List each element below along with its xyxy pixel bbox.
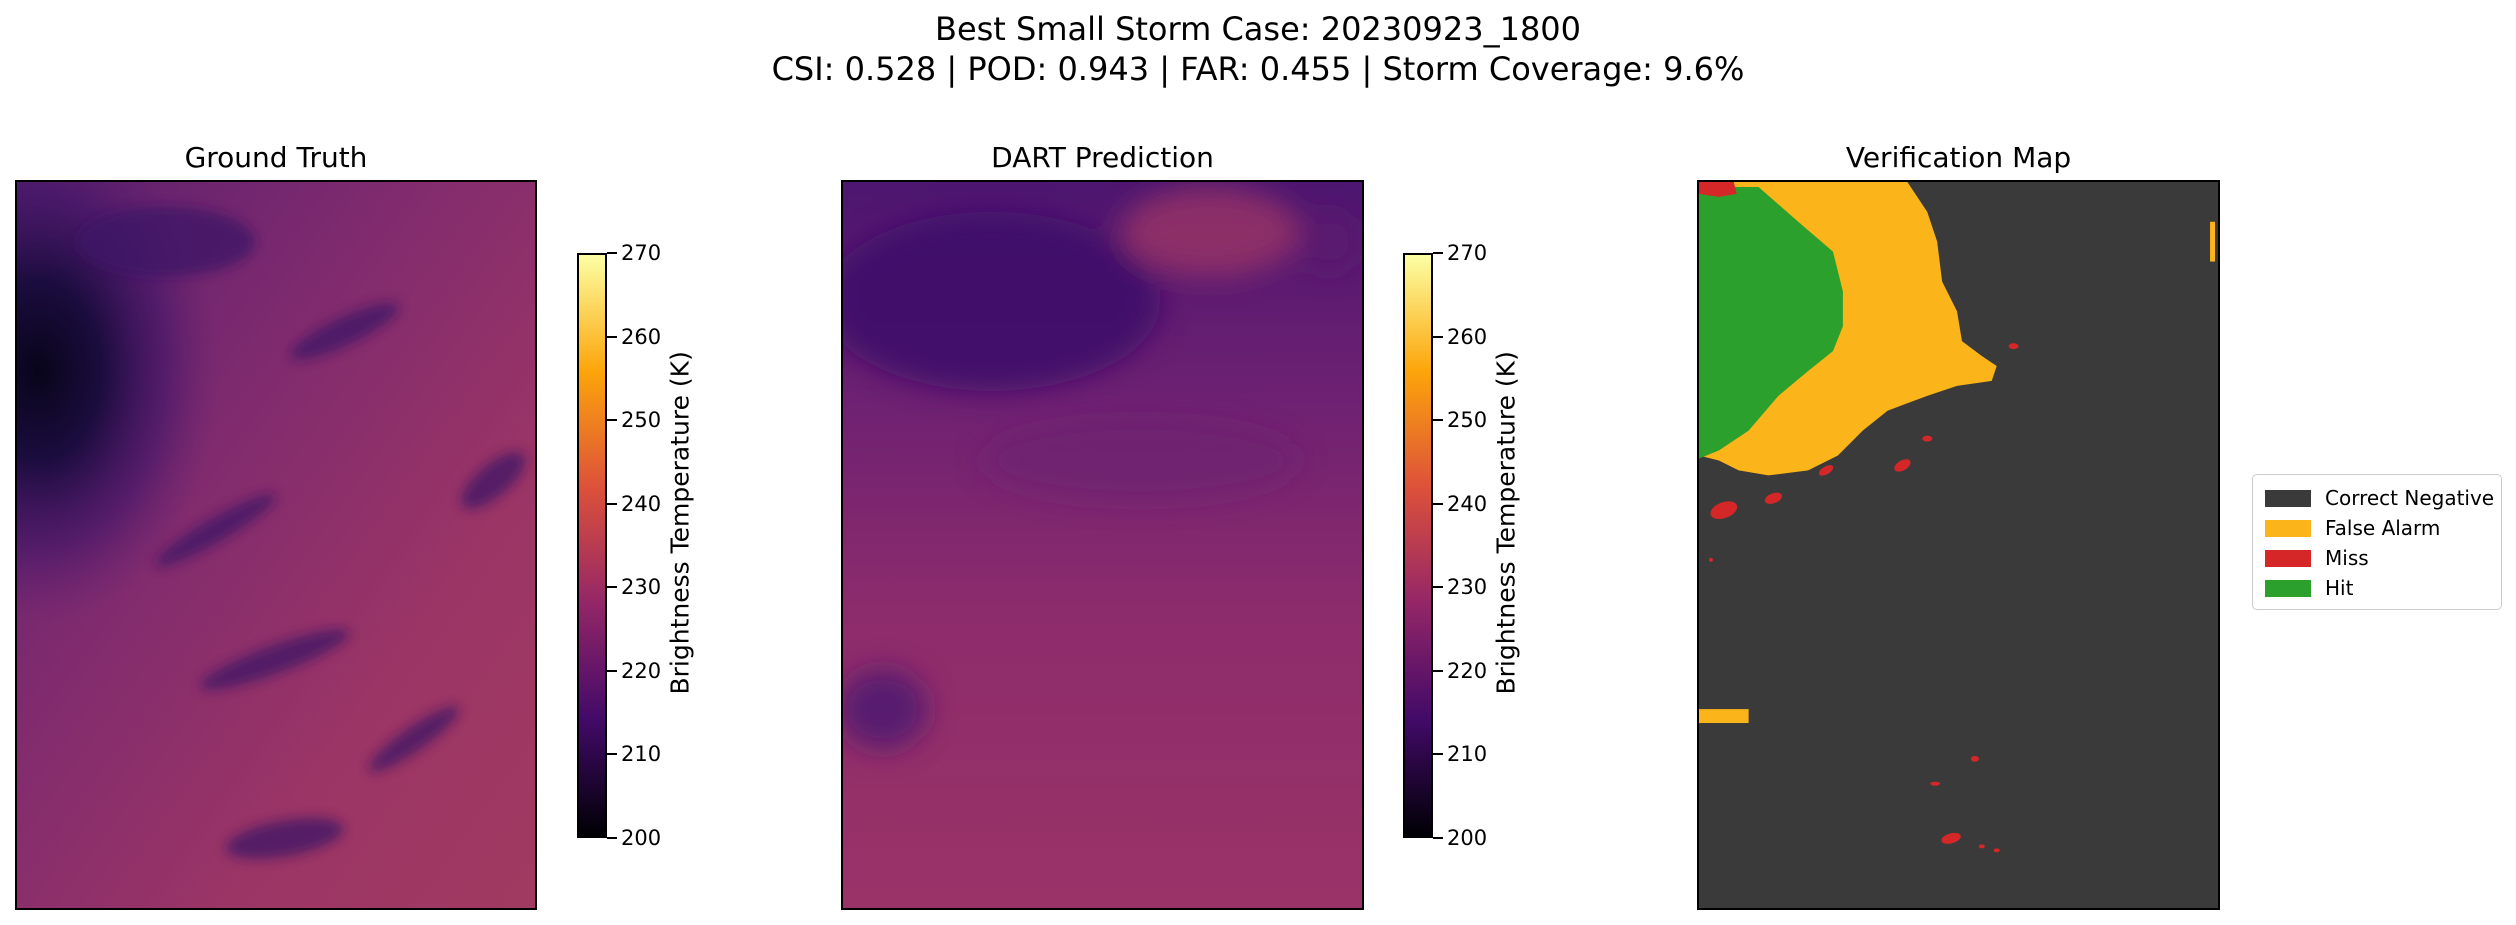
colorbar-tick-mark [1433,335,1443,338]
ground-truth-colorbar [577,253,607,838]
colorbar-tick-label: 230 [1447,575,1488,600]
colorbar-tick-label: 250 [1447,408,1488,433]
miss-region [1930,781,1941,786]
ground-truth-title: Ground Truth [184,141,368,174]
miss-region [1922,435,1933,442]
legend-item-correct-negative: Correct Negative [2265,486,2494,510]
colorbar-tick-label: 220 [621,658,662,683]
colorbar-tick-mark [1433,837,1443,839]
colorbar-tick-label: 200 [621,826,662,850]
colorbar-tick-mark [607,586,617,589]
dart-prediction-title: DART Prediction [991,141,1214,174]
colorbar-tick-mark [607,837,617,839]
colorbar-tick-mark [1433,419,1443,422]
legend-label: Miss [2325,546,2369,570]
colorbar-tick-mark [1433,252,1443,254]
colorbar-tick-label: 240 [621,491,662,516]
dart-prediction-heatmap [841,180,1364,910]
verification-map-title: Verification Map [1845,141,2072,174]
colorbar-tick-mark [1433,586,1443,589]
colorbar-tick-mark [1433,502,1443,505]
colorbar-tick-label: 240 [1447,491,1488,516]
colorbar-tick-mark [607,502,617,505]
verification-map [1697,180,2220,910]
colorbar-tick-mark [1433,669,1443,672]
legend-label: False Alarm [2325,516,2441,540]
miss-region [1699,182,1737,197]
legend-swatch [2265,519,2311,537]
false-alarm-region [2210,221,2216,262]
miss-region [2008,343,2019,350]
figure-subtitle-metrics: CSI: 0.528 | POD: 0.943 | FAR: 0.455 | S… [771,50,1745,88]
colorbar-tick-label: 260 [1447,324,1488,349]
figure-title: Best Small Storm Case: 20230923_1800 [934,10,1582,48]
colorbar-tick-label: 270 [621,241,662,265]
legend-item-miss: Miss [2265,546,2369,570]
verification-legend: Correct Negative False Alarm Miss Hit [2252,474,2502,610]
miss-region [1993,848,2000,853]
dart-prediction-colorbar-label: Brightness Temperature (K) [1491,351,1521,695]
hit-region [1699,186,1843,459]
miss-region [1818,465,1834,476]
dart-prediction-colorbar [1403,253,1433,838]
false-alarm-region [1699,709,1749,724]
miss-region [1708,557,1713,562]
miss-region [1764,492,1782,504]
colorbar-tick-label: 260 [621,324,662,349]
ground-truth-colorbar-label: Brightness Temperature (K) [665,351,695,695]
colorbar-tick-label: 210 [1447,742,1488,767]
colorbar-tick-mark [607,669,617,672]
miss-region [1970,755,1979,762]
colorbar-tick-label: 250 [621,408,662,433]
colorbar-tick-label: 270 [1447,241,1488,265]
colorbar-tick-mark [607,335,617,338]
legend-label: Hit [2325,576,2354,600]
ground-truth-heatmap [15,180,537,910]
miss-region [1978,844,1985,849]
colorbar-tick-label: 230 [621,575,662,600]
colorbar-tick-mark [607,753,617,756]
legend-swatch [2265,579,2311,597]
legend-label: Correct Negative [2325,486,2495,510]
miss-region [1941,832,1961,844]
colorbar-tick-label: 200 [1447,826,1488,850]
colorbar-tick-label: 210 [621,742,662,767]
colorbar-tick-label: 220 [1447,658,1488,683]
miss-region [1710,501,1738,520]
legend-swatch [2265,549,2311,567]
colorbar-tick-mark [1433,753,1443,756]
colorbar-tick-mark [607,252,617,254]
miss-region [1894,459,1911,472]
legend-item-false-alarm: False Alarm [2265,516,2440,540]
legend-item-hit: Hit [2265,576,2353,600]
colorbar-tick-mark [607,419,617,422]
legend-swatch [2265,489,2311,507]
